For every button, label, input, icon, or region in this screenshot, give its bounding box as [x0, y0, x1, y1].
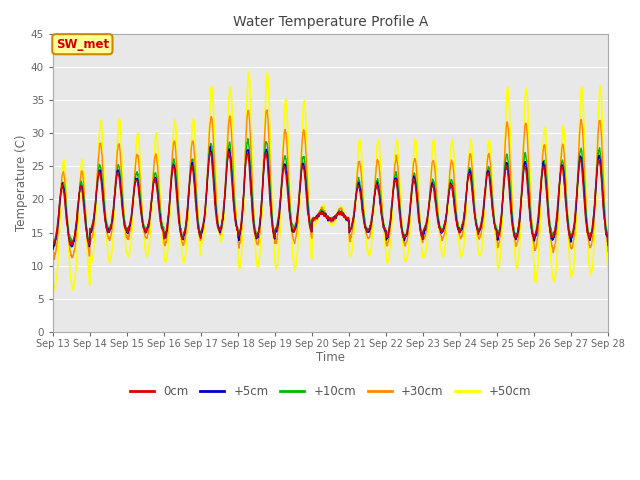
Text: SW_met: SW_met [56, 38, 109, 51]
Title: Water Temperature Profile A: Water Temperature Profile A [233, 15, 428, 29]
Y-axis label: Temperature (C): Temperature (C) [15, 135, 28, 231]
X-axis label: Time: Time [316, 351, 345, 364]
Legend: 0cm, +5cm, +10cm, +30cm, +50cm: 0cm, +5cm, +10cm, +30cm, +50cm [125, 381, 536, 403]
